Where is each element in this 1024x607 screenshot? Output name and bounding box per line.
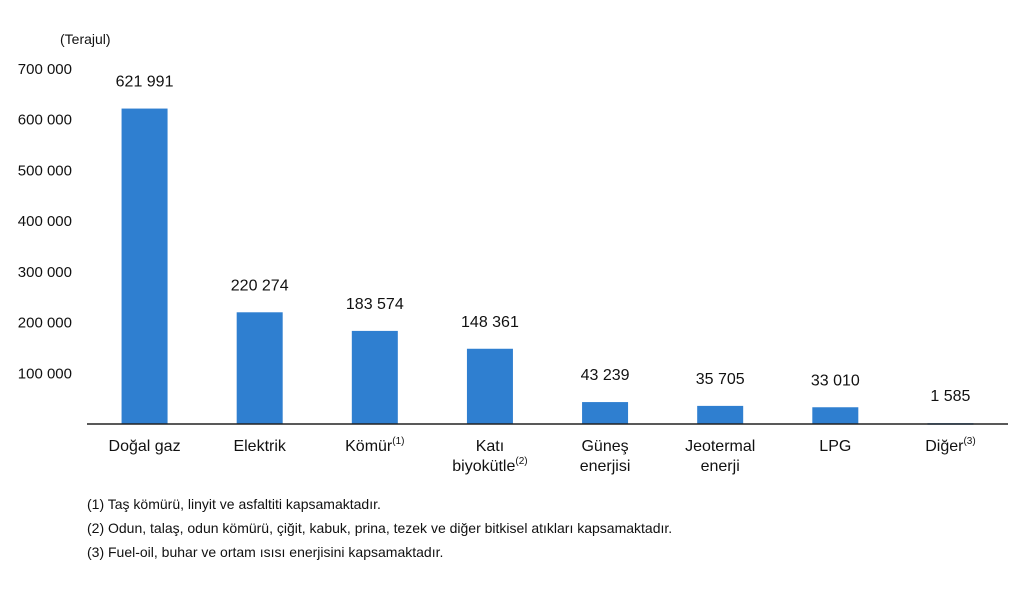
bar-value-label: 148 361 <box>461 314 519 331</box>
x-category-label-line: Elektrik <box>233 438 286 455</box>
bar-value-label: 33 010 <box>811 372 860 389</box>
x-category-label-line: enerji <box>701 458 740 475</box>
x-category-label-line: Katı <box>476 438 504 455</box>
footnote-2: (2) Odun, talaş, odun kömürü, çiğit, kab… <box>87 520 673 536</box>
bar-value-label: 621 991 <box>116 74 174 91</box>
y-tick-label: 500 000 <box>18 162 72 179</box>
footnote-1: (1) Taş kömürü, linyit ve asfaltiti kaps… <box>87 496 381 512</box>
x-category-label: Güneş enerjisi <box>580 438 631 475</box>
x-category-label: Elektrik <box>233 438 286 455</box>
value-labels: 621 991 220 274 183 574 148 361 43 239 35 705… <box>116 74 971 406</box>
x-category-label-line: Doğal gaz <box>109 438 181 455</box>
x-category-label: Jeotermal enerji <box>685 438 755 475</box>
y-tick-label: 100 000 <box>18 365 72 382</box>
x-category-label: Kömür(1) <box>345 436 404 455</box>
x-category-label-line: Jeotermal <box>685 438 755 455</box>
x-category-label-line: LPG <box>819 438 851 455</box>
x-category-label: LPG <box>819 438 851 455</box>
bar-value-label: 35 705 <box>696 371 745 388</box>
y-tick-label: 300 000 <box>18 264 72 281</box>
bar <box>466 348 513 424</box>
bar <box>121 108 168 424</box>
x-category-label-line: biyokütle <box>452 458 515 475</box>
x-category-label-line: enerjisi <box>580 458 631 475</box>
bar <box>236 312 283 424</box>
unit-label: (Terajul) <box>60 31 111 47</box>
bar <box>812 407 859 424</box>
x-category-label-line: Güneş <box>581 438 628 455</box>
bar <box>351 330 398 424</box>
y-tick-label: 700 000 <box>18 61 72 78</box>
x-category-label-line: Diğer <box>925 438 964 455</box>
footnotes: (1) Taş kömürü, linyit ve asfaltiti kaps… <box>87 492 672 564</box>
x-category-footnote-marker: (3) <box>963 436 975 447</box>
y-axis-ticks: 100 000 200 000 300 000 400 000 500 000 600 0… <box>18 61 72 382</box>
bar-value-label: 43 239 <box>581 367 630 384</box>
x-category-label: Katı biyokütle(2) <box>452 438 527 475</box>
bar-value-label: 220 274 <box>231 277 289 294</box>
bar <box>582 402 629 424</box>
x-category-label: Diğer(3) <box>925 436 975 455</box>
energy-consumption-bar-chart: (Terajul) 100 000 200 000 300 000 400 000 50… <box>18 31 1008 475</box>
bar <box>697 405 744 424</box>
bars <box>121 108 974 425</box>
y-tick-label: 600 000 <box>18 112 72 129</box>
x-axis-labels: Doğal gaz Elektrik Kömür(1) Katı biyokütle(2… <box>109 436 976 475</box>
bar-value-label: 1 585 <box>930 388 970 405</box>
footnote-3: (3) Fuel-oil, buhar ve ortam ısısı enerj… <box>87 544 444 560</box>
x-category-label: Doğal gaz <box>109 438 181 455</box>
x-category-footnote-marker: (2) <box>515 456 527 467</box>
bar-value-label: 183 574 <box>346 296 404 313</box>
x-category-label-line: Kömür <box>345 438 393 455</box>
x-category-footnote-marker: (1) <box>392 436 404 447</box>
y-tick-label: 200 000 <box>18 315 72 332</box>
y-tick-label: 400 000 <box>18 213 72 230</box>
